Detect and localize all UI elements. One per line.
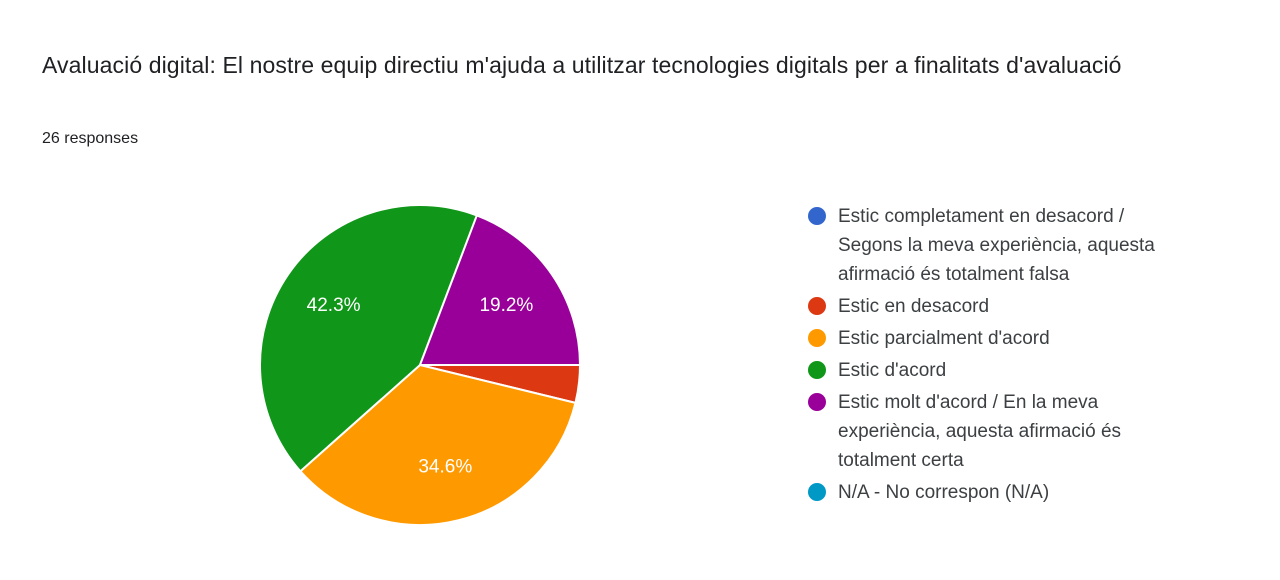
legend-label: N/A - No correspon (N/A) <box>838 482 1050 503</box>
legend-item: Estic d'acord <box>808 356 1166 385</box>
pie-slice[interactable] <box>299 364 577 526</box>
question-title: Avaluació digital: El nostre equip direc… <box>42 52 1122 78</box>
legend-swatch-icon <box>808 329 826 347</box>
legend-item: Estic en desacord <box>808 292 1166 321</box>
pie-slice[interactable] <box>419 214 581 366</box>
chart-legend: Estic completament en desacord / Segons … <box>808 202 1166 510</box>
pie-slice-label: 42.3% <box>307 295 361 316</box>
legend-label: Estic completament en desacord / Segons … <box>838 206 1155 285</box>
legend-item: N/A - No correspon (N/A) <box>808 478 1166 507</box>
pie-slice-label: 19.2% <box>479 295 533 316</box>
legend-item: Estic completament en desacord / Segons … <box>808 202 1166 289</box>
responses-count: 26 responses <box>42 130 139 147</box>
legend-label: Estic parcialment d'acord <box>838 328 1050 349</box>
legend-label: Estic d'acord <box>838 360 947 381</box>
legend-swatch-icon <box>808 207 826 225</box>
pie-slice-label: 34.6% <box>418 456 472 477</box>
pie-chart[interactable]: 34.6% 42.3% 19.2% <box>250 195 590 535</box>
legend-label: Estic en desacord <box>838 296 990 317</box>
legend-swatch-icon <box>808 297 826 315</box>
legend-item: Estic parcialment d'acord <box>808 324 1166 353</box>
legend-swatch-icon <box>808 483 826 501</box>
legend-swatch-icon <box>808 361 826 379</box>
legend-label: Estic molt d'acord / En la meva experièn… <box>838 392 1122 471</box>
legend-item: Estic molt d'acord / En la meva experièn… <box>808 388 1166 475</box>
legend-swatch-icon <box>808 393 826 411</box>
pie-slice[interactable] <box>259 204 478 473</box>
